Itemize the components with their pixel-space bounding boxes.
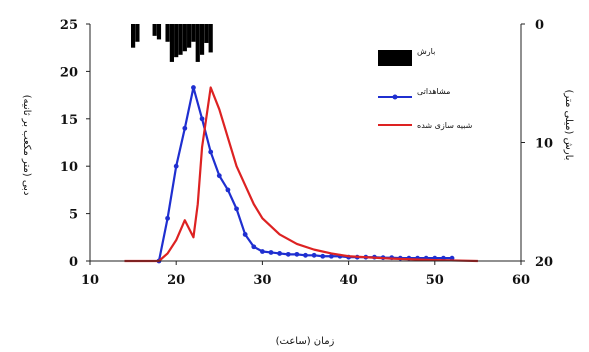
x-tick-label: 60 xyxy=(512,273,530,288)
series-lines xyxy=(124,85,478,264)
right-y-tick-label: 10 xyxy=(535,137,553,152)
x-tick-label: 30 xyxy=(253,273,271,288)
left-y-tick-label: 5 xyxy=(69,208,78,223)
observed-point xyxy=(199,116,205,122)
observed-point xyxy=(234,206,239,212)
rainfall-bar xyxy=(152,24,157,36)
rainfall-bar xyxy=(165,24,170,42)
right-y-axis-label: بارش (میلی متر) xyxy=(563,90,574,161)
observed-point xyxy=(303,252,308,258)
legend-label-rainfall: بارش xyxy=(417,47,435,56)
legend-marker-observed xyxy=(392,94,398,100)
left-y-tick-label: 25 xyxy=(60,18,78,33)
left-y-axis-label: دبی (متر مکعب بر ثانیه) xyxy=(21,95,32,196)
legend: بارش مشاهداتی شبیه سازی شده xyxy=(378,47,473,130)
observed-point xyxy=(268,250,274,255)
rainfall-bar xyxy=(204,24,209,43)
rainfall-bar xyxy=(187,24,192,48)
rainfall-bar xyxy=(191,24,196,42)
rainfall-bar xyxy=(195,24,200,62)
observed-point xyxy=(260,249,265,254)
right-y-tick-label: 20 xyxy=(535,255,553,270)
left-y-tick-label: 10 xyxy=(60,160,78,175)
left-y-tick-label: 20 xyxy=(60,65,78,80)
observed-point xyxy=(294,251,300,257)
observed-point xyxy=(173,163,179,169)
observed-point xyxy=(320,253,326,259)
rainfall-bar xyxy=(135,24,140,42)
observed-point xyxy=(191,85,196,90)
left-y-tick-label: 15 xyxy=(60,113,78,128)
x-tick-label: 50 xyxy=(426,273,444,288)
observed-point xyxy=(225,187,231,193)
rainfall-bar xyxy=(174,24,179,58)
x-tick-label: 40 xyxy=(340,273,358,288)
rainfall-bar xyxy=(156,24,162,40)
observed-point xyxy=(208,149,214,155)
rainfall-bar xyxy=(182,24,187,52)
observed-point xyxy=(165,215,170,221)
left-y-tick-label: 0 xyxy=(69,255,78,270)
x-tick-label: 20 xyxy=(167,273,185,288)
x-axis-label: زمان (ساعت) xyxy=(276,336,335,347)
observed-point xyxy=(242,232,248,237)
simulated-line xyxy=(124,86,478,263)
observed-line xyxy=(157,86,453,262)
legend-label-simulated: شبیه سازی شده xyxy=(417,121,473,130)
rainfall-bar xyxy=(178,24,183,55)
x-tick-label: 10 xyxy=(81,273,99,288)
rainfall-bar xyxy=(169,24,174,62)
observed-point xyxy=(311,252,317,258)
rainfall-bars xyxy=(131,24,213,62)
rainfall-bar xyxy=(199,24,205,55)
observed-point xyxy=(216,173,222,179)
rainfall-bar xyxy=(131,24,136,48)
observed-point xyxy=(285,251,291,257)
rainfall-bar xyxy=(208,24,213,53)
legend-label-observed: مشاهداتی xyxy=(417,87,450,96)
observed-point xyxy=(182,125,188,131)
legend-swatch-rainfall xyxy=(378,50,412,66)
right-y-tick-label: 0 xyxy=(535,18,544,33)
observed-point xyxy=(328,253,334,259)
observed-point xyxy=(277,251,283,256)
observed-point xyxy=(251,244,257,250)
